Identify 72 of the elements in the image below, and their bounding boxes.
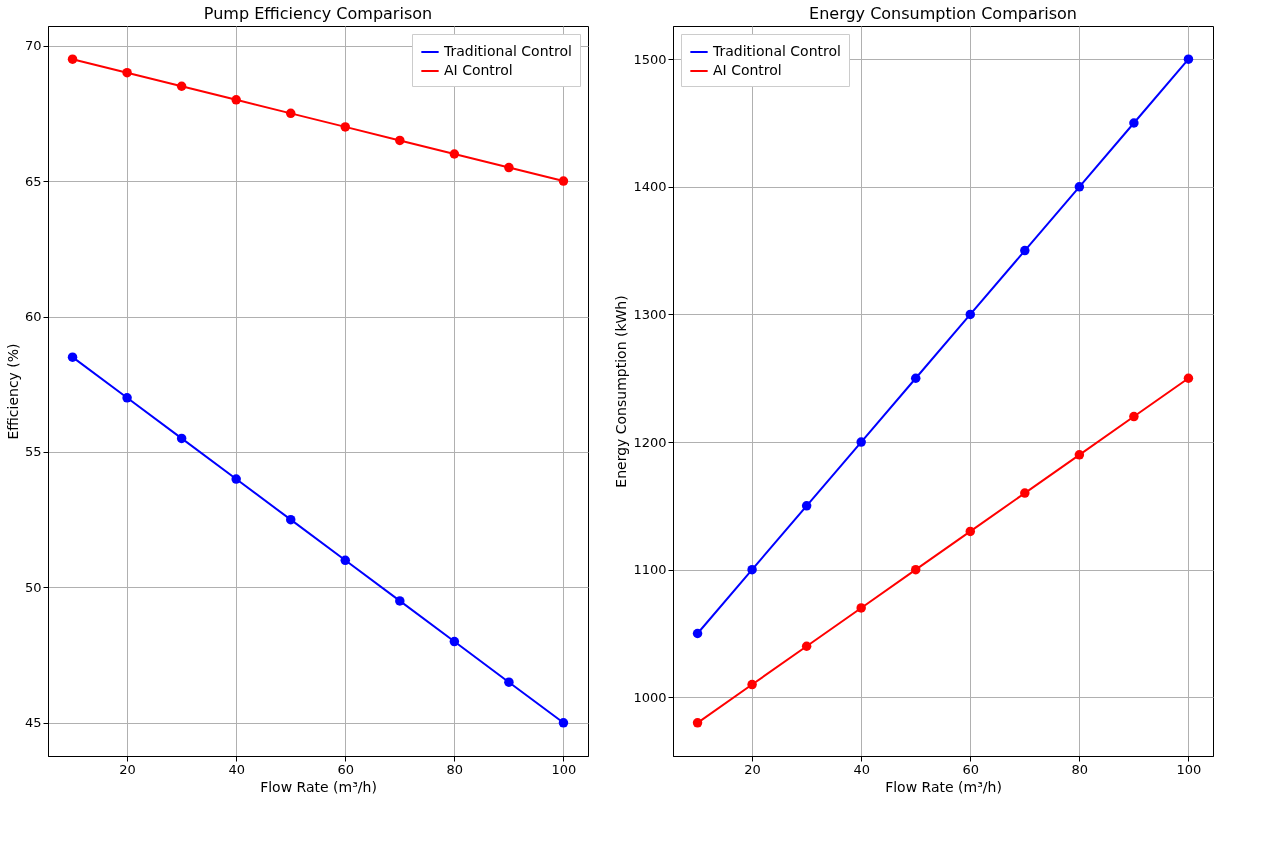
- x-tick-label: 40: [853, 761, 870, 777]
- point: [558, 718, 569, 728]
- point: [67, 352, 78, 362]
- chart-title: Energy Consumption Comparison: [809, 4, 1077, 23]
- y-tick-label: 1000: [633, 689, 667, 705]
- point: [285, 514, 296, 525]
- point: [1074, 450, 1085, 460]
- x-tick-label: 60: [337, 761, 355, 777]
- point: [747, 679, 757, 690]
- y-axis-title: Efficiency (%): [4, 343, 21, 440]
- point: [449, 636, 460, 647]
- y-tick-label: 70: [24, 38, 42, 54]
- y-tick-label: 1300: [633, 306, 667, 322]
- chart-title: Pump Efficiency Comparison: [203, 4, 433, 23]
- point: [395, 135, 405, 146]
- point: [856, 603, 866, 613]
- point: [231, 95, 241, 105]
- x-tick-label: 80: [446, 761, 464, 777]
- point: [122, 67, 132, 78]
- y-tick-label: 1500: [633, 51, 667, 67]
- point: [692, 718, 703, 728]
- point: [504, 677, 514, 687]
- point: [231, 474, 241, 484]
- point: [965, 309, 976, 320]
- x-tick-label: 100: [1176, 761, 1202, 777]
- y-tick-label: 65: [24, 173, 42, 189]
- x-tick-label: 20: [119, 761, 136, 777]
- x-tick-label: 80: [1071, 761, 1089, 777]
- point: [910, 373, 921, 383]
- y-tick-label: 45: [24, 715, 42, 731]
- point: [1129, 411, 1139, 422]
- point: [504, 162, 514, 173]
- y-tick-label: 1100: [633, 562, 667, 578]
- point: [285, 108, 296, 119]
- legend-label: AI Control: [444, 62, 513, 78]
- point: [340, 122, 351, 132]
- point: [747, 564, 757, 575]
- point: [1020, 488, 1030, 498]
- point: [176, 433, 187, 444]
- point: [1074, 182, 1085, 192]
- x-axis-title: Flow Rate (m³/h): [885, 778, 1002, 795]
- point: [692, 628, 703, 639]
- y-tick-label: 50: [24, 579, 42, 595]
- point: [910, 564, 921, 575]
- point: [340, 555, 351, 566]
- x-tick-label: 40: [228, 761, 245, 777]
- point: [176, 81, 187, 91]
- y-axis-title: Energy Consumption (kWh): [613, 295, 630, 488]
- point: [1129, 118, 1139, 128]
- legend-label: Traditional Control: [712, 43, 841, 59]
- point: [1183, 54, 1194, 64]
- x-tick-label: 100: [551, 761, 577, 777]
- x-axis-title: Flow Rate (m³/h): [260, 778, 377, 795]
- x-tick-label: 60: [962, 761, 980, 777]
- legend-label: AI Control: [713, 62, 782, 78]
- x-tick-label: 20: [744, 761, 761, 777]
- y-tick-label: 1200: [633, 434, 667, 450]
- y-tick-label: 55: [24, 444, 42, 460]
- point: [801, 641, 812, 651]
- y-tick-label: 60: [24, 309, 42, 325]
- legend-label: Traditional Control: [443, 43, 572, 59]
- point: [801, 501, 812, 511]
- point: [1183, 373, 1194, 383]
- point: [449, 149, 460, 159]
- point: [965, 526, 976, 537]
- point: [395, 596, 405, 606]
- y-tick-label: 1400: [633, 179, 667, 195]
- point: [558, 176, 569, 186]
- point: [1020, 245, 1030, 256]
- point: [856, 437, 866, 447]
- point: [67, 54, 78, 64]
- point: [122, 393, 132, 403]
